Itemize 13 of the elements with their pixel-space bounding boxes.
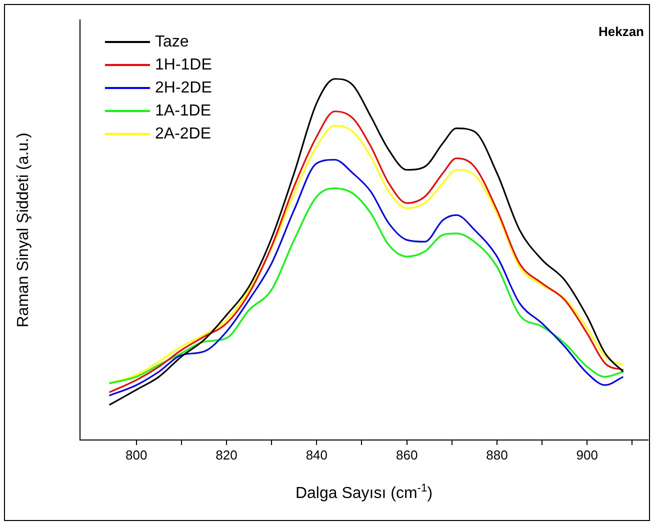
legend-label: 2A-2DE [155,125,212,142]
x-tick-label: 800 [126,447,148,462]
x-tick-label: 900 [576,447,598,462]
legend-label: 1A-1DE [155,102,212,120]
y-axis-title: Raman Sinyal Şiddeti (a.u.) [15,132,32,328]
x-tick-label: 880 [486,447,508,462]
legend-label: 1H-1DE [155,56,212,74]
text: Hekzan [598,24,644,40]
legend-label: Taze [155,33,189,50]
x-tick-label: 860 [396,447,418,462]
x-tick-label: 820 [216,447,238,462]
legend-label: 2H-2DE [155,79,212,96]
x-tick-label: 840 [306,447,328,462]
